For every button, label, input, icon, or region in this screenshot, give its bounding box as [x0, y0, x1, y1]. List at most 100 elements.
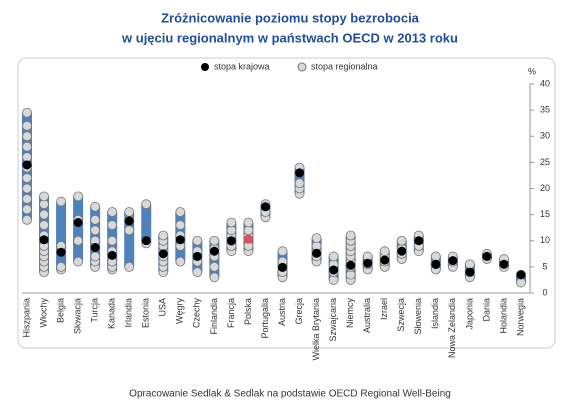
regional-dot	[311, 233, 322, 244]
y-tick-label: 40	[540, 78, 550, 88]
regional-dot	[39, 191, 49, 202]
regional-dot	[39, 220, 49, 230]
regional-dot	[209, 261, 220, 272]
regional-dot	[379, 246, 390, 257]
x-tick-label: Australia	[362, 298, 372, 333]
x-tick-label: Austria	[277, 298, 287, 326]
x-tick-label: Wielka Brytania	[311, 298, 321, 361]
regional-dot	[141, 199, 152, 210]
regional-dot	[90, 225, 101, 236]
national-dot	[22, 160, 32, 170]
national-dot	[414, 236, 424, 246]
x-tick-label: Dania	[481, 298, 491, 322]
x-tick-label: Japonia	[464, 298, 474, 330]
range-bar	[73, 196, 84, 262]
national-dot	[380, 255, 390, 265]
regional-dot	[90, 201, 101, 212]
x-tick-label: Belgia	[55, 298, 65, 323]
regional-dot	[345, 230, 356, 241]
y-tick-label: 25	[540, 157, 550, 167]
x-tick-label: Islandia	[430, 298, 440, 329]
national-dot	[90, 243, 100, 253]
y-tick-label: 10	[540, 235, 550, 245]
x-tick-label: Słowacja	[72, 298, 82, 334]
national-dot	[39, 235, 49, 245]
source: Opracowanie Sedlak & Sedlak na podstawie…	[129, 389, 451, 400]
regional-dot	[90, 214, 101, 225]
y-tick-label: 30	[540, 131, 550, 141]
x-tick-label: Grecja	[294, 298, 304, 325]
regional-dot	[107, 207, 118, 217]
x-tick-label: Niemcy	[345, 298, 355, 329]
x-tick-label: Francja	[226, 298, 236, 328]
y-unit: %	[528, 66, 536, 76]
regional-dot	[124, 225, 135, 236]
y-tick-label: 5	[542, 261, 547, 271]
national-dot	[56, 247, 66, 257]
x-tick-label: USA	[158, 298, 168, 317]
regional-dot	[90, 251, 101, 262]
national-dot	[516, 270, 526, 280]
regional-dot	[107, 220, 118, 230]
regional-dot	[124, 207, 135, 217]
national-dot	[73, 217, 83, 227]
regional-dot	[294, 178, 305, 189]
x-tick-label: Polska	[243, 298, 253, 325]
regional-dot	[430, 251, 441, 262]
national-dot	[260, 202, 270, 212]
x-tick-label: Finlandia	[209, 298, 219, 335]
regional-dot	[22, 194, 32, 204]
national-dot	[107, 250, 117, 260]
x-tick-label: Włochy	[38, 298, 48, 328]
national-dot	[175, 235, 185, 245]
regional-dot	[56, 261, 66, 272]
national-dot	[465, 267, 475, 277]
national-dot	[431, 259, 441, 269]
national-dot	[209, 246, 219, 256]
national-dot	[243, 234, 253, 244]
x-tick-label: Węgry	[175, 298, 185, 325]
national-dot	[397, 246, 407, 256]
regional-dot	[107, 235, 118, 246]
x-tick-label: Portugalia	[260, 298, 270, 339]
national-dot	[158, 249, 168, 259]
y-tick-label: 0	[542, 287, 547, 297]
x-tick-label: Hiszpania	[21, 298, 31, 338]
regional-dot	[192, 235, 203, 246]
range-bar	[56, 201, 67, 270]
x-tick-label: Szwecja	[396, 298, 406, 332]
x-tick-label: Szwajcaria	[328, 298, 338, 342]
national-dot	[448, 256, 458, 266]
regional-dot	[192, 267, 203, 278]
x-tick-label: Norwegia	[515, 298, 525, 336]
frame	[17, 57, 556, 349]
legend-swatch	[201, 63, 209, 71]
y-tick-label: 15	[540, 209, 550, 219]
regional-dot	[175, 256, 186, 267]
national-dot	[499, 259, 509, 269]
regional-dot	[22, 120, 32, 131]
x-tick-label: Irlandia	[124, 298, 134, 328]
regional-dot	[22, 152, 32, 163]
regional-dot	[209, 235, 220, 246]
regional-dot	[277, 246, 288, 257]
chart-title: Zróżnicowanie poziomu stopy bezrobocia	[161, 10, 420, 25]
x-tick-label: Czechy	[192, 298, 202, 329]
regional-dot	[175, 207, 186, 217]
regional-dot	[22, 183, 32, 194]
regional-dot	[73, 191, 84, 202]
regional-dot	[158, 230, 169, 241]
legend-label: stopa regionalna	[311, 61, 378, 71]
x-tick-label: Słowenia	[413, 298, 423, 335]
regional-dot	[73, 235, 84, 246]
regional-dot	[396, 235, 407, 246]
regional-dot	[22, 173, 32, 183]
x-tick-label: Izrael	[379, 298, 389, 320]
regional-dot	[209, 272, 220, 283]
y-tick-label: 20	[540, 183, 550, 193]
regional-dot	[22, 107, 32, 118]
national-dot	[226, 236, 236, 246]
regional-dot	[226, 217, 237, 228]
regional-dot	[73, 256, 84, 267]
